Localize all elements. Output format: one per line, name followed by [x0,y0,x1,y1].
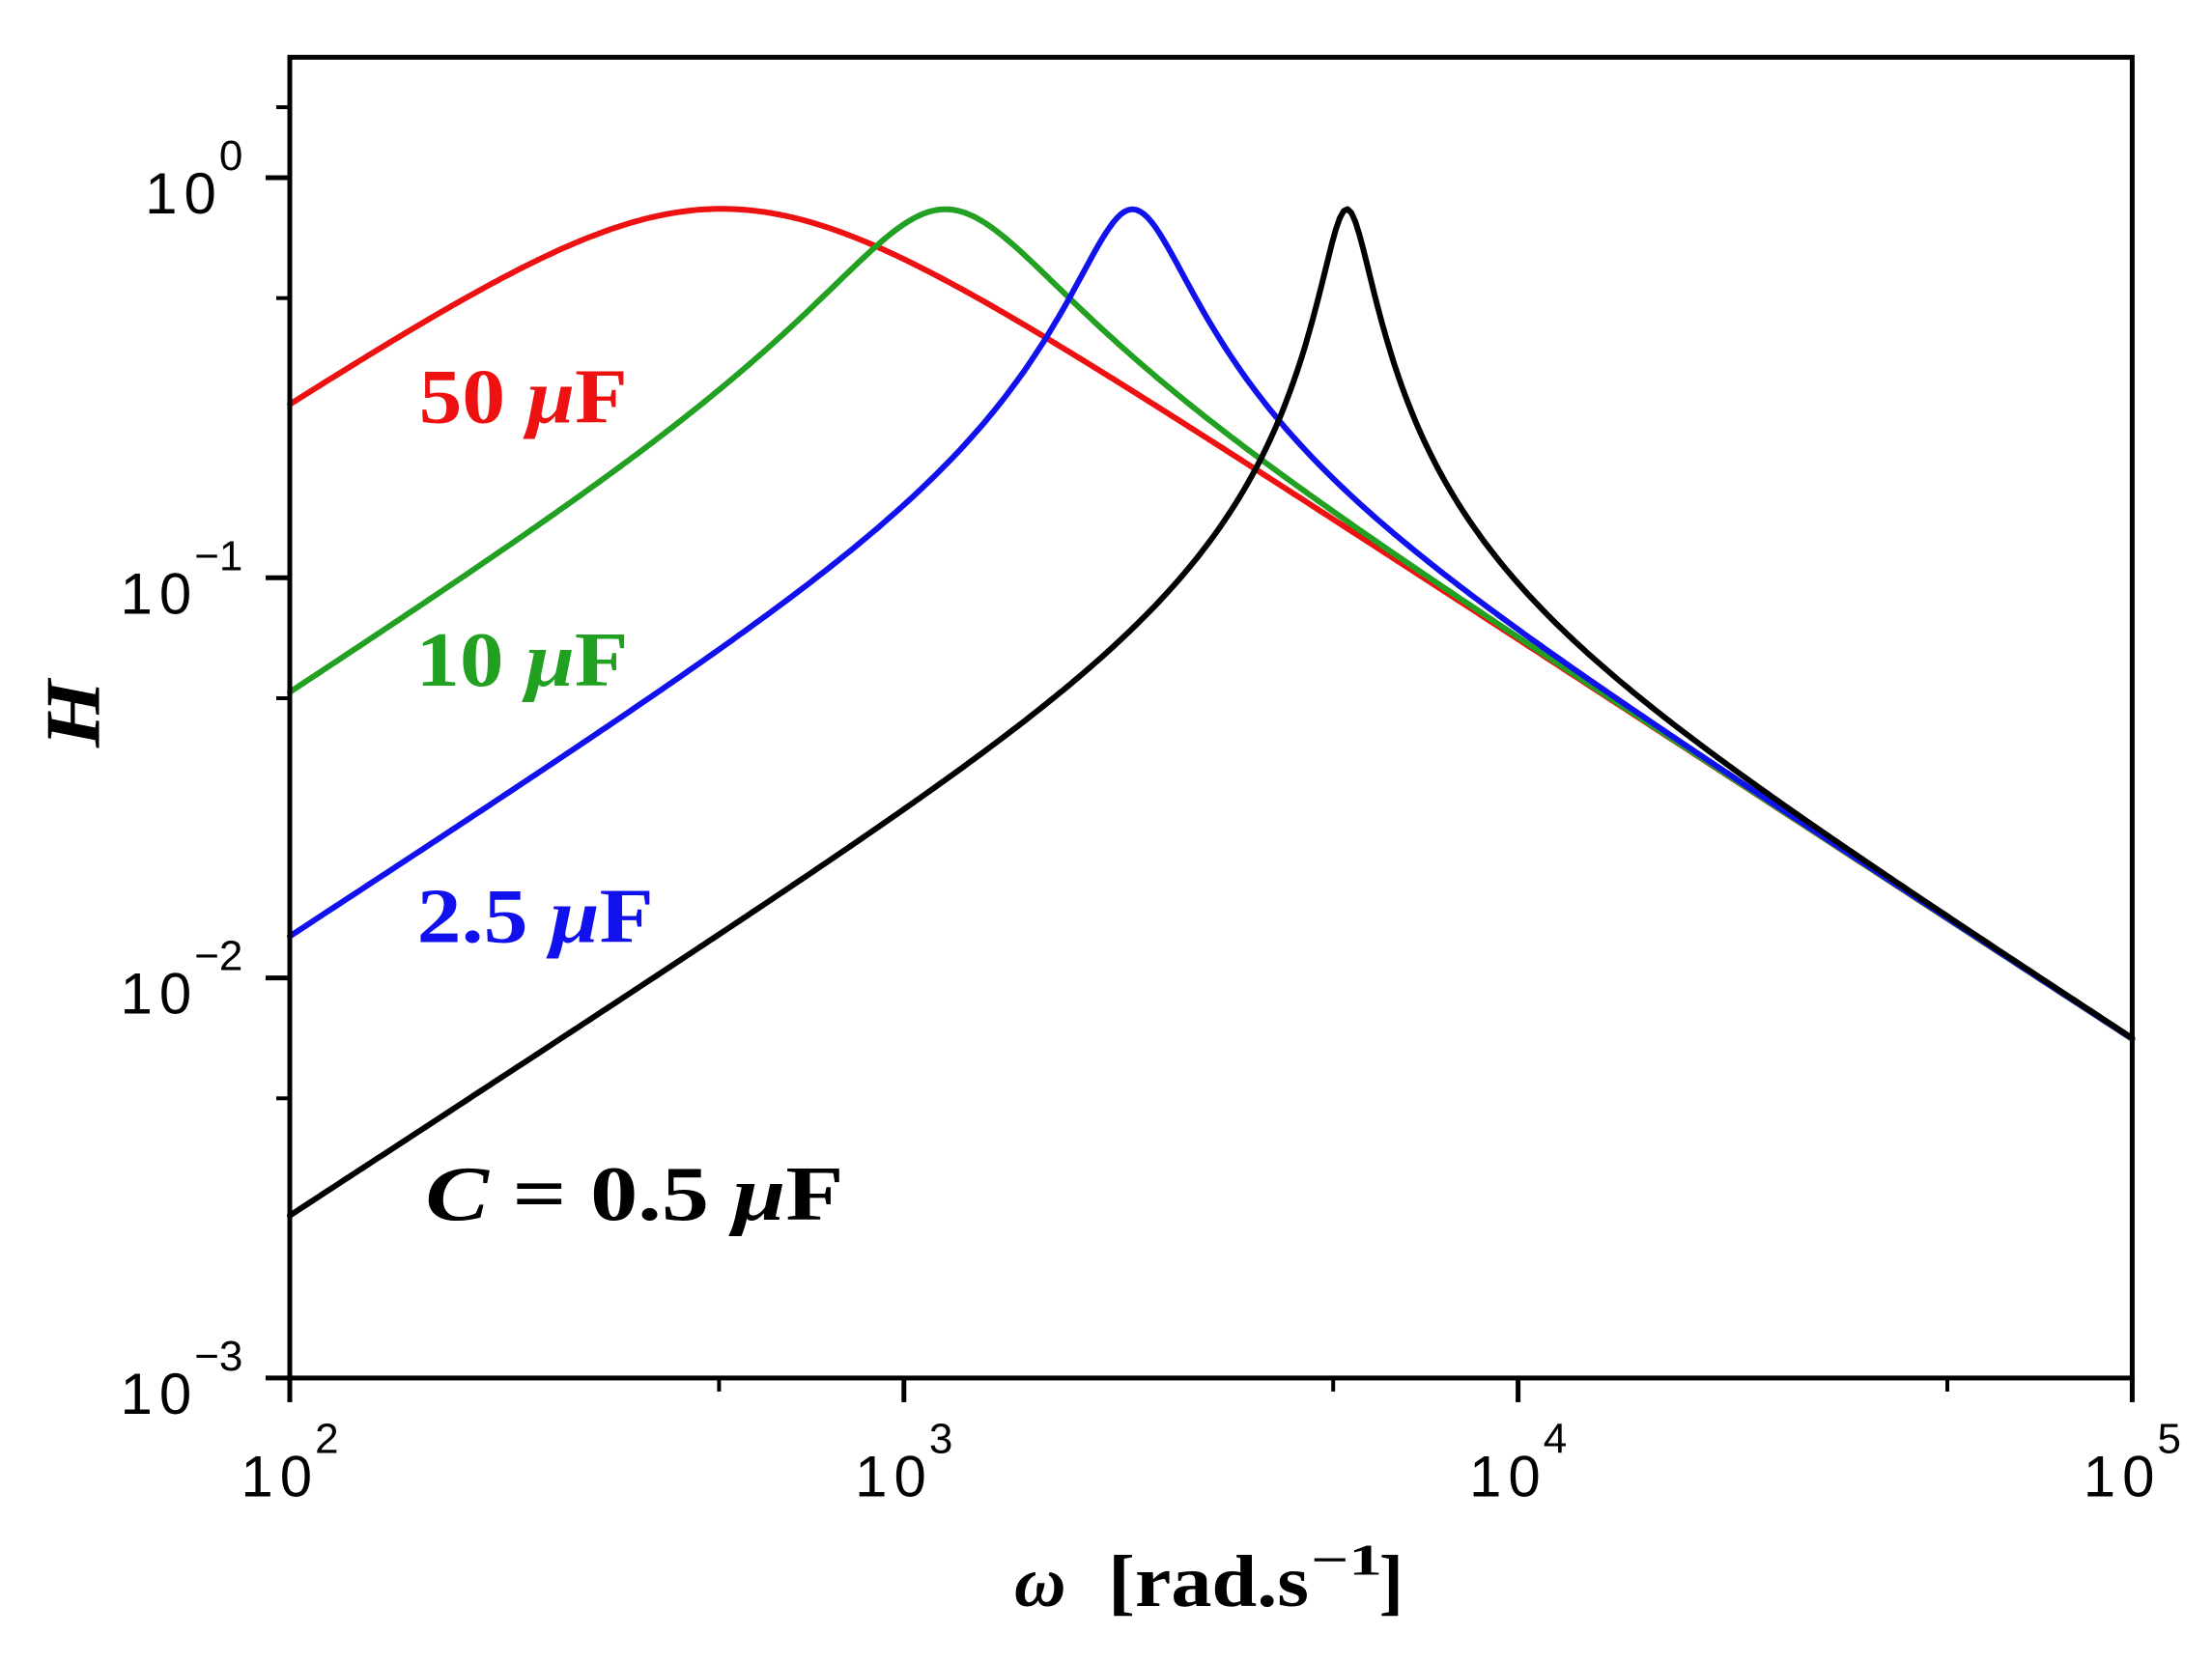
svg-text:C = 0.5 μF: C = 0.5 μF [425,1150,843,1237]
svg-text:2.5 μF: 2.5 μF [417,872,654,959]
svg-text:−1: −1 [1311,1536,1382,1585]
svg-text:50 μF: 50 μF [419,352,628,439]
svg-text:]: ] [1379,1541,1404,1622]
svg-text:H: H [32,677,117,748]
svg-text:ω: ω [1014,1543,1066,1622]
svg-text:[rad.s: [rad.s [1108,1541,1309,1622]
svg-text:10 μF: 10 μF [416,616,629,703]
